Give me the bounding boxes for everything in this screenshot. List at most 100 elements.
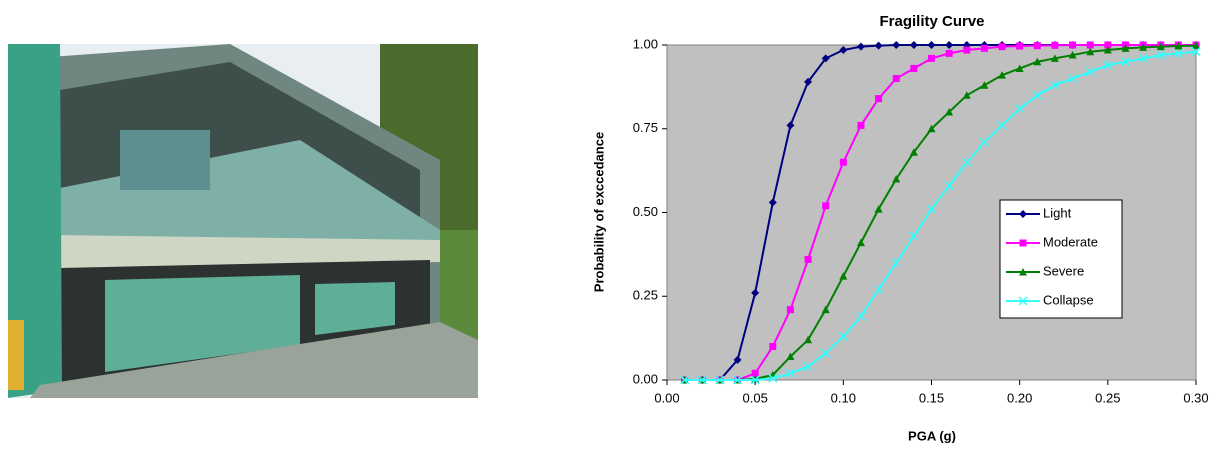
legend-label: Light	[1043, 205, 1072, 220]
data-point	[892, 41, 901, 49]
data-point	[909, 41, 918, 49]
data-point	[910, 64, 918, 72]
photo	[8, 44, 478, 398]
data-point	[715, 375, 725, 385]
data-point	[909, 148, 918, 156]
data-point	[1174, 42, 1183, 50]
x-tick-label: 0.30	[1183, 390, 1208, 405]
data-point	[874, 285, 884, 295]
data-point	[1086, 41, 1094, 49]
data-point	[839, 272, 848, 280]
data-point	[1173, 48, 1183, 58]
data-point	[769, 343, 777, 350]
data-point	[875, 95, 883, 103]
data-point	[804, 77, 813, 86]
data-point	[979, 137, 989, 147]
data-point	[1051, 41, 1059, 49]
y-tick-label: 1.00	[633, 36, 658, 51]
data-point	[1016, 42, 1024, 50]
data-point	[1104, 41, 1112, 49]
data-point	[786, 306, 794, 314]
data-point	[892, 175, 901, 183]
data-point	[1120, 57, 1131, 67]
data-point	[1121, 44, 1130, 52]
data-point	[1068, 73, 1078, 84]
data-point	[1156, 50, 1166, 60]
data-point	[962, 157, 972, 167]
data-point	[874, 205, 883, 213]
data-point	[1156, 42, 1165, 51]
legend-label: Severe	[1043, 263, 1084, 278]
data-point	[1103, 60, 1113, 70]
x-tick-label: 0.20	[1007, 390, 1032, 405]
data-point	[839, 158, 847, 166]
legend-marker	[1019, 210, 1027, 218]
data-point	[751, 369, 759, 377]
legend-label: Moderate	[1043, 234, 1098, 249]
data-point	[998, 71, 1007, 79]
data-point	[944, 181, 954, 191]
data-point	[1069, 41, 1077, 49]
y-tick-label: 0.00	[633, 371, 658, 386]
legend-marker	[1019, 268, 1027, 276]
data-point	[804, 255, 812, 263]
data-point	[945, 41, 954, 49]
x-tick-label: 0.05	[743, 390, 768, 405]
data-point	[945, 49, 953, 57]
data-point	[821, 348, 831, 358]
data-point	[980, 44, 988, 52]
data-point	[1015, 64, 1024, 72]
data-point	[963, 46, 971, 54]
legend-marker	[1018, 296, 1028, 306]
data-point	[786, 352, 795, 361]
data-point	[892, 75, 900, 82]
data-point	[891, 258, 901, 268]
y-tick-label: 0.25	[633, 288, 658, 303]
x-tick-label: 0.15	[919, 390, 944, 405]
data-point	[1032, 90, 1042, 100]
data-point	[857, 121, 865, 129]
data-point	[697, 375, 707, 385]
data-point	[786, 121, 795, 130]
data-point	[680, 375, 690, 385]
data-point	[839, 46, 848, 55]
data-point	[751, 288, 760, 297]
data-point	[926, 204, 937, 214]
data-point	[1033, 42, 1041, 50]
data-point	[785, 368, 795, 378]
data-point	[928, 54, 935, 62]
x-tick-label: 0.10	[831, 390, 856, 405]
data-point	[822, 202, 830, 210]
data-point	[945, 108, 954, 116]
data-point	[1139, 43, 1148, 51]
data-point	[1138, 53, 1148, 63]
data-point	[768, 198, 777, 207]
data-point	[1068, 51, 1077, 59]
data-point	[821, 305, 830, 314]
data-point	[997, 120, 1007, 130]
data-point	[998, 43, 1006, 51]
data-point	[1191, 47, 1201, 57]
data-point	[962, 91, 971, 99]
data-point	[1103, 46, 1112, 54]
data-point	[856, 238, 865, 247]
data-point	[768, 373, 778, 383]
data-point	[1033, 57, 1042, 66]
data-point	[909, 231, 919, 241]
legend-marker	[1019, 239, 1027, 247]
data-point	[821, 54, 830, 63]
data-point	[1050, 80, 1060, 90]
x-axis-label: PGA (g)	[908, 428, 956, 443]
data-point	[838, 331, 848, 341]
x-tick-label: 0.25	[1095, 390, 1120, 405]
x-tick-label: 0.00	[654, 390, 679, 405]
data-point	[856, 311, 866, 321]
legend	[999, 199, 1123, 319]
data-point	[856, 42, 865, 51]
data-point	[874, 41, 883, 50]
data-point	[733, 375, 743, 385]
data-point	[750, 375, 760, 385]
data-point	[1015, 104, 1025, 114]
y-tick-label: 0.75	[633, 120, 658, 135]
data-point	[1086, 47, 1095, 56]
